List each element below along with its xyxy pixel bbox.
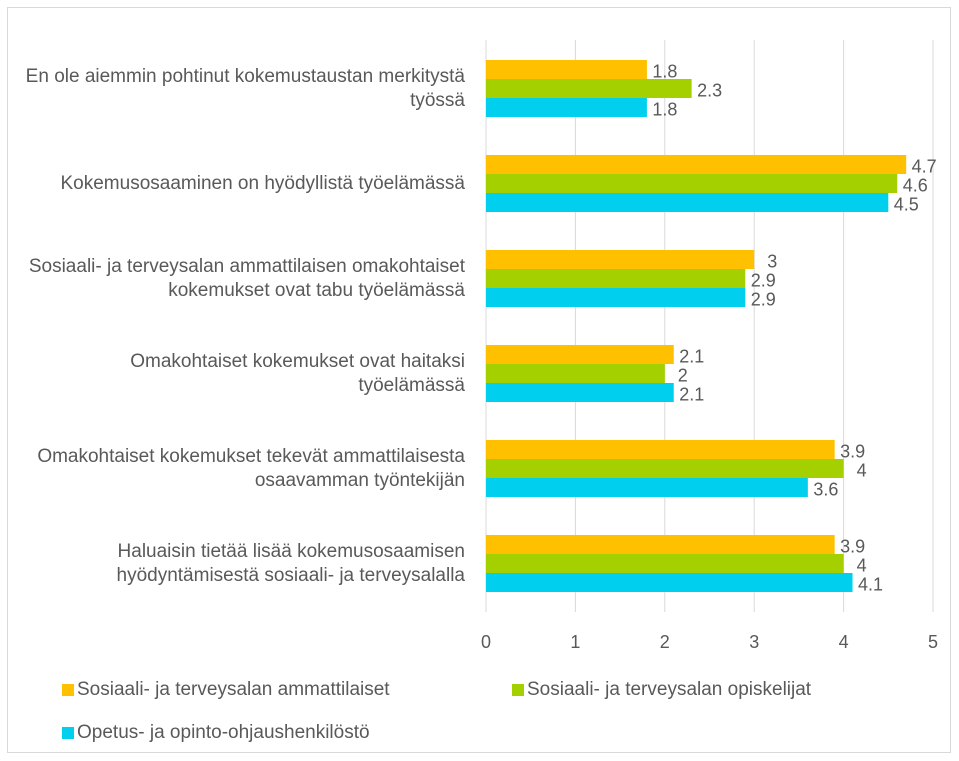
category-label: En ole aiemmin pohtinut kokemustaustan m…: [25, 65, 465, 111]
chart-frame: [7, 7, 951, 753]
category-label: Sosiaali- ja terveysalan ammattilaisen o…: [28, 255, 465, 301]
value-label: 3.9: [840, 536, 865, 556]
legend-label: Sosiaali- ja terveysalan ammattilaiset: [77, 679, 390, 700]
bar: [486, 345, 674, 364]
bar: [486, 573, 853, 592]
bar: [486, 535, 835, 554]
bar: [486, 459, 844, 478]
legend-swatch: [512, 684, 524, 696]
value-label: 4: [857, 460, 867, 480]
bar: [486, 383, 674, 402]
category-label: Omakohtaiset kokemukset ovat haitaksi ty…: [130, 350, 465, 396]
legend-swatch: [62, 727, 74, 739]
legend-swatch: [62, 684, 74, 696]
value-label: 4: [857, 555, 867, 575]
bar: [486, 364, 665, 383]
x-tick-label: 1: [570, 632, 580, 652]
category-label: Omakohtaiset kokemukset tekevät ammattil…: [37, 445, 465, 491]
bar: [486, 250, 755, 269]
value-label: 2.9: [751, 289, 776, 309]
category-label: Kokemusosaaminen on hyödyllistä työelämä…: [60, 172, 466, 194]
legend-item: Opetus- ja opinto-ohjaushenkilöstö: [62, 721, 370, 745]
value-label: 3: [767, 251, 777, 271]
legend-label: Sosiaali- ja terveysalan opiskelijat: [527, 679, 812, 700]
x-tick-label: 0: [481, 632, 491, 652]
bar: [486, 478, 808, 497]
value-label: 2.1: [679, 346, 704, 366]
value-label: 2.1: [679, 384, 704, 404]
value-label: 1.8: [652, 61, 677, 81]
bar: [486, 269, 746, 288]
value-label: 3.6: [813, 479, 838, 499]
bar: [486, 440, 835, 459]
value-label: 3.9: [840, 441, 865, 461]
legend-label: Opetus- ja opinto-ohjaushenkilöstö: [77, 722, 370, 743]
value-label: 1.8: [652, 99, 677, 119]
x-tick-label: 3: [749, 632, 759, 652]
legend-item: Sosiaali- ja terveysalan opiskelijat: [512, 678, 811, 702]
x-tick-label: 4: [839, 632, 849, 652]
x-tick-label: 5: [928, 632, 938, 652]
bar: [486, 98, 647, 117]
value-label: 2.3: [697, 80, 722, 100]
legend-item: Sosiaali- ja terveysalan ammattilaiset: [62, 678, 390, 702]
bar: [486, 174, 898, 193]
value-label: 4.1: [858, 574, 883, 594]
value-label: 4.5: [894, 194, 919, 214]
value-label: 2.9: [751, 270, 776, 290]
value-label: 2: [678, 365, 688, 385]
value-label: 4.6: [903, 175, 928, 195]
bar: [486, 193, 889, 212]
value-label: 4.7: [912, 156, 937, 176]
bar: [486, 554, 844, 573]
category-label: Haluaisin tietää lisää kokemusosaamisen …: [116, 540, 466, 586]
bar: [486, 155, 907, 174]
x-tick-label: 2: [660, 632, 670, 652]
bar: [486, 60, 647, 79]
bar: [486, 288, 746, 307]
bar: [486, 79, 692, 98]
